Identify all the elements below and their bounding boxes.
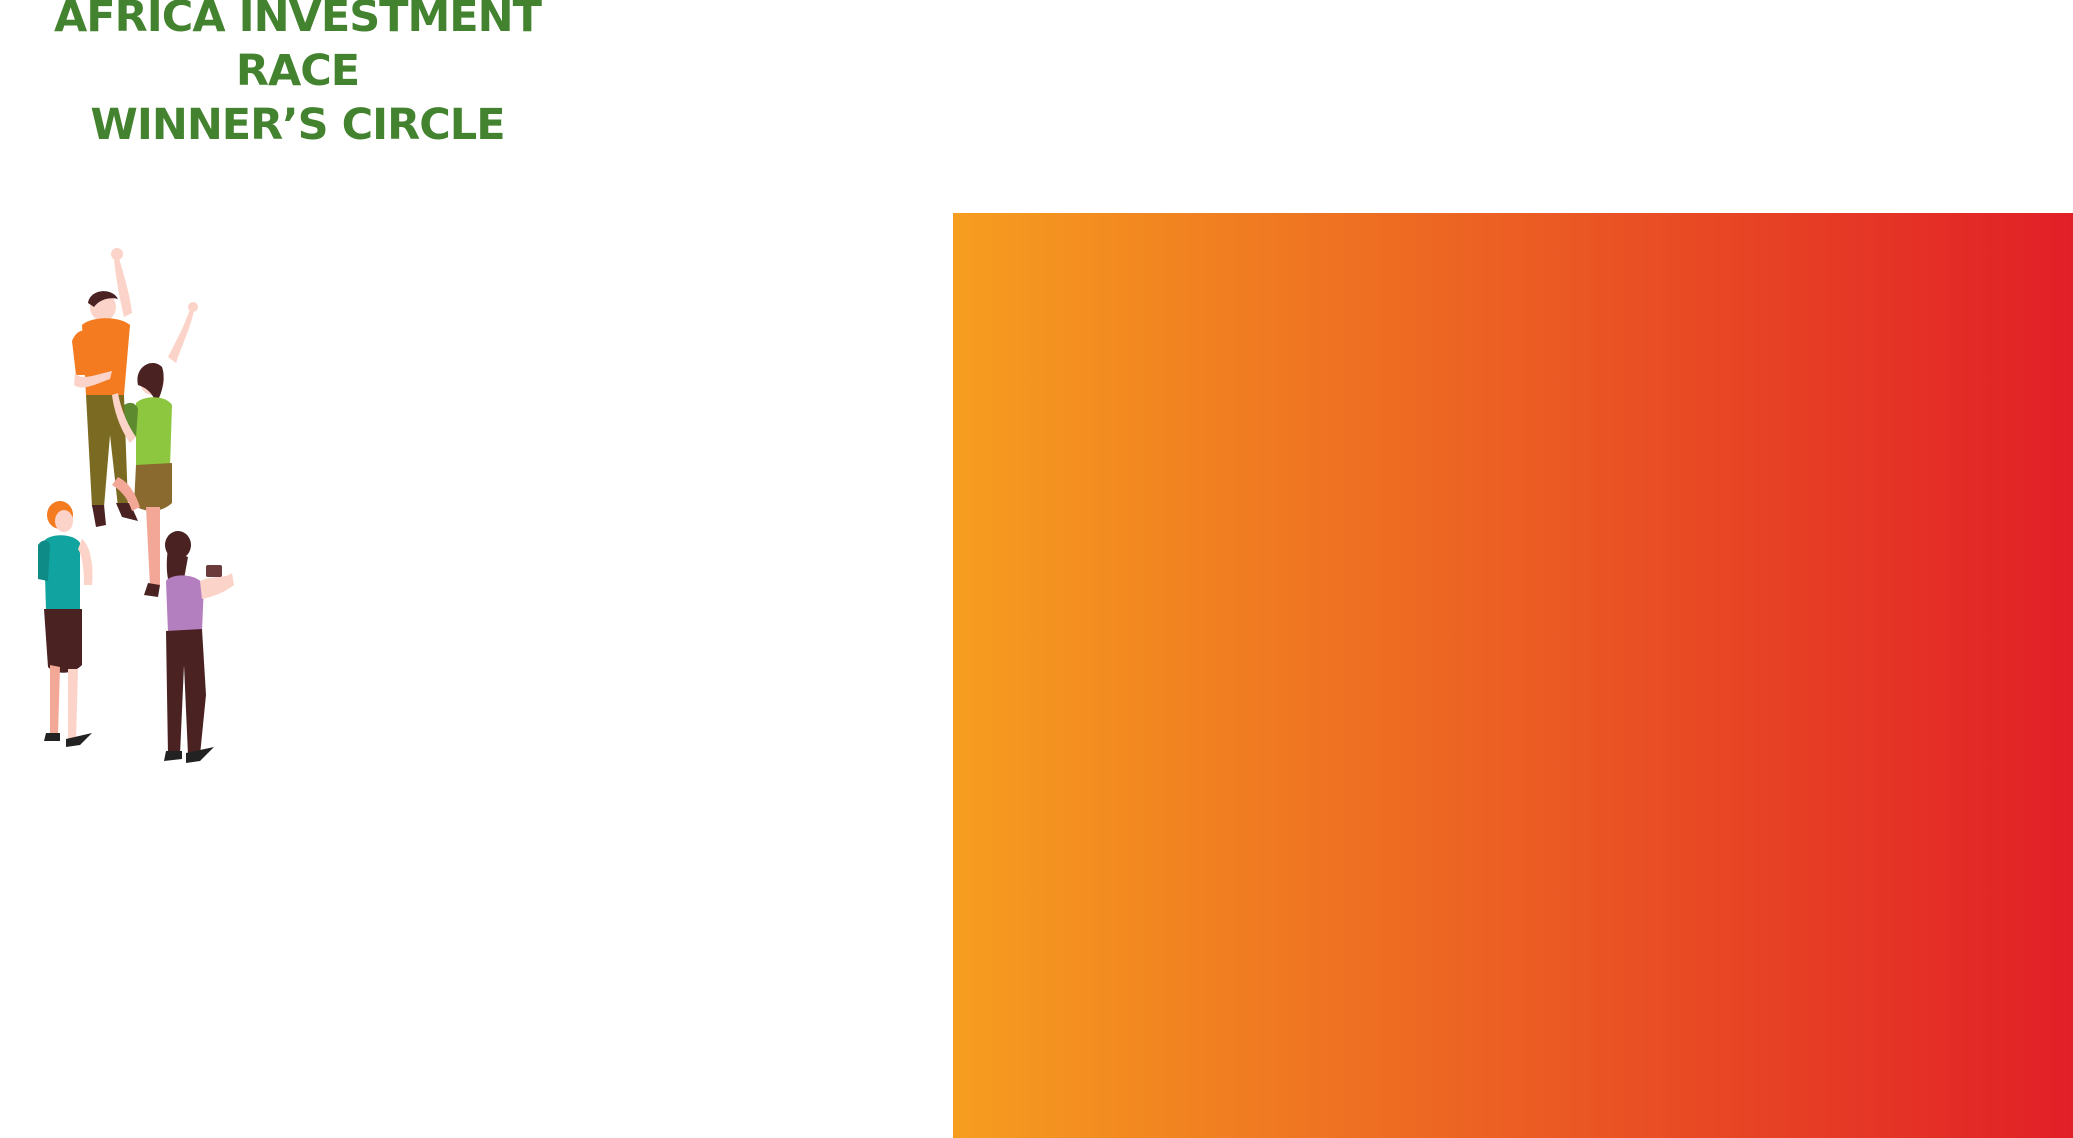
woman-teal-shirt-figure: [38, 501, 93, 747]
title-line-1: AFRICA INVESTMENT RACE: [54, 0, 542, 96]
gradient-panel: [953, 213, 2073, 1138]
woman-purple-shirt-figure: [164, 531, 234, 763]
title-line-2: WINNER’S CIRCLE: [90, 100, 505, 150]
page-title: AFRICA INVESTMENT RACE WINNER’S CIRCLE: [0, 0, 595, 152]
celebrating-people-illustration: [38, 248, 234, 763]
woman-green-shirt-figure: [112, 302, 198, 597]
